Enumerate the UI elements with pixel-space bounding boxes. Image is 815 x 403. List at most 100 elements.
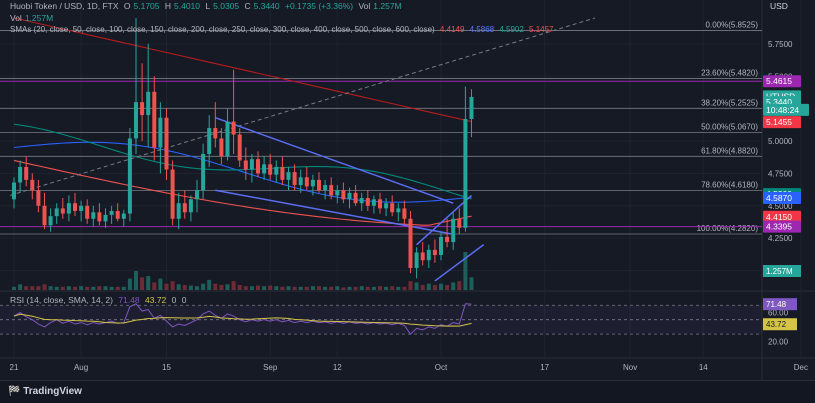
fib-label: 23.60%(5.4820) bbox=[701, 69, 758, 78]
rsi-badge-label: 71.48 bbox=[766, 300, 787, 309]
open-value: 5.1705 bbox=[133, 1, 160, 11]
volume-bar bbox=[109, 286, 114, 290]
candle-body bbox=[134, 102, 138, 139]
y-tick-label: 4.5000 bbox=[768, 202, 793, 211]
volume-bar bbox=[30, 286, 35, 290]
rsi-legend-label: RSI (14, close, SMA, 14, 2) bbox=[10, 295, 113, 305]
volume-bar bbox=[170, 281, 175, 290]
volume-bar bbox=[286, 286, 291, 290]
candle-body bbox=[91, 212, 96, 219]
channel-lower bbox=[215, 189, 454, 236]
volume-bar bbox=[97, 286, 102, 290]
price-badge-label: 4.3395 bbox=[766, 222, 792, 232]
volume-bar bbox=[237, 284, 242, 290]
volume-bar bbox=[384, 286, 389, 290]
y-tick-label: 5.0000 bbox=[768, 137, 793, 146]
footer-bar: 🏁 TradingView bbox=[0, 380, 815, 403]
volume-bar bbox=[256, 285, 260, 290]
volume-bar bbox=[310, 286, 315, 290]
volume-bar bbox=[231, 281, 236, 290]
x-tick-label: 17 bbox=[540, 363, 549, 372]
fib-label: 38.20%(5.2525) bbox=[701, 98, 758, 107]
trend-line-dashed bbox=[9, 17, 596, 196]
volume-bar bbox=[85, 286, 90, 290]
volume-bar bbox=[219, 284, 224, 290]
volume-legend: Vol 1.257M bbox=[10, 13, 56, 23]
volume-bar bbox=[432, 284, 437, 290]
candle-body bbox=[66, 203, 71, 214]
price-badge-label: 5.1455 bbox=[766, 117, 792, 127]
high-value: 5.4010 bbox=[174, 1, 201, 11]
candle-body bbox=[432, 249, 437, 256]
rsi-legend: RSI (14, close, SMA, 14, 2) 71.48 43.72 … bbox=[10, 295, 190, 305]
candle-body bbox=[127, 138, 132, 214]
volume-bar bbox=[457, 281, 462, 290]
rsi-ma-legend-value: 43.72 bbox=[145, 295, 167, 305]
rsi-legend-value: 71.48 bbox=[118, 295, 140, 305]
volume-badge-label: 1.257M bbox=[766, 267, 793, 276]
candle-body bbox=[164, 117, 169, 170]
x-tick-label: 21 bbox=[10, 363, 19, 372]
volume-bar bbox=[24, 286, 29, 290]
candle-body bbox=[341, 190, 346, 200]
volume-bar bbox=[48, 286, 53, 290]
volume-bar bbox=[207, 279, 212, 290]
price-badge-label: 4.5870 bbox=[766, 193, 792, 203]
candle-body bbox=[390, 203, 395, 213]
candle-body bbox=[146, 91, 151, 116]
volume-bar bbox=[182, 284, 187, 290]
price-badge-label: 5.3440 bbox=[766, 97, 792, 107]
candle-body bbox=[97, 212, 102, 222]
candle-body bbox=[30, 179, 35, 191]
volume-bar bbox=[469, 277, 474, 290]
candle-body bbox=[414, 252, 419, 268]
price-badge-label: 10:48:24 bbox=[766, 105, 799, 115]
volume-bar bbox=[140, 277, 145, 290]
candle-body bbox=[378, 199, 382, 209]
price-badge bbox=[763, 192, 801, 205]
currency-label: USD bbox=[770, 1, 788, 11]
candle-body bbox=[347, 192, 352, 200]
sma-value-2: 4.5868 bbox=[469, 25, 495, 34]
fib-label: 50.00%(5.0670) bbox=[701, 122, 758, 131]
candle-body bbox=[384, 203, 389, 209]
channel-upper bbox=[215, 116, 454, 204]
candle-body bbox=[170, 169, 175, 219]
candle-body bbox=[48, 216, 53, 226]
volume-bar bbox=[298, 286, 303, 290]
close-label: C bbox=[244, 1, 251, 11]
volume-bar bbox=[91, 286, 96, 290]
volume-bar bbox=[18, 284, 23, 290]
candle-body bbox=[371, 199, 376, 206]
volume-bar bbox=[280, 286, 285, 290]
y-tick-label: 5.7500 bbox=[768, 40, 793, 49]
price-badge-label: 4.4150 bbox=[766, 212, 792, 222]
close-value: 5.3440 bbox=[253, 1, 280, 11]
volume-bar bbox=[304, 286, 309, 290]
volume-bar bbox=[103, 286, 108, 290]
open-label: O bbox=[123, 1, 131, 11]
rsi-ma-badge-label: 43.72 bbox=[766, 320, 787, 329]
fib-label: 100.00%(4.2820) bbox=[697, 224, 759, 233]
volume-bar bbox=[12, 286, 16, 290]
volume-bar bbox=[402, 286, 407, 290]
tv-icon: 🏁 bbox=[8, 386, 21, 397]
volume-bar bbox=[353, 286, 358, 290]
volume-bar bbox=[426, 283, 431, 290]
volume-bar bbox=[292, 286, 297, 290]
volume-bar bbox=[359, 286, 364, 290]
brand-label: TradingView bbox=[23, 386, 82, 397]
rsi-ma-line bbox=[13, 313, 472, 327]
volume-bar bbox=[451, 282, 456, 290]
volume-bar bbox=[329, 286, 334, 290]
candle-body bbox=[152, 91, 157, 148]
volume-badge bbox=[763, 265, 801, 277]
volume-bar bbox=[127, 278, 132, 290]
candle-body bbox=[182, 203, 187, 213]
volume-bar bbox=[317, 286, 321, 290]
volume-bar bbox=[414, 282, 419, 290]
y-tick-label: 4.7500 bbox=[768, 169, 793, 178]
volume-bar bbox=[225, 284, 230, 290]
tradingview-logo[interactable]: 🏁 TradingView bbox=[8, 386, 82, 397]
